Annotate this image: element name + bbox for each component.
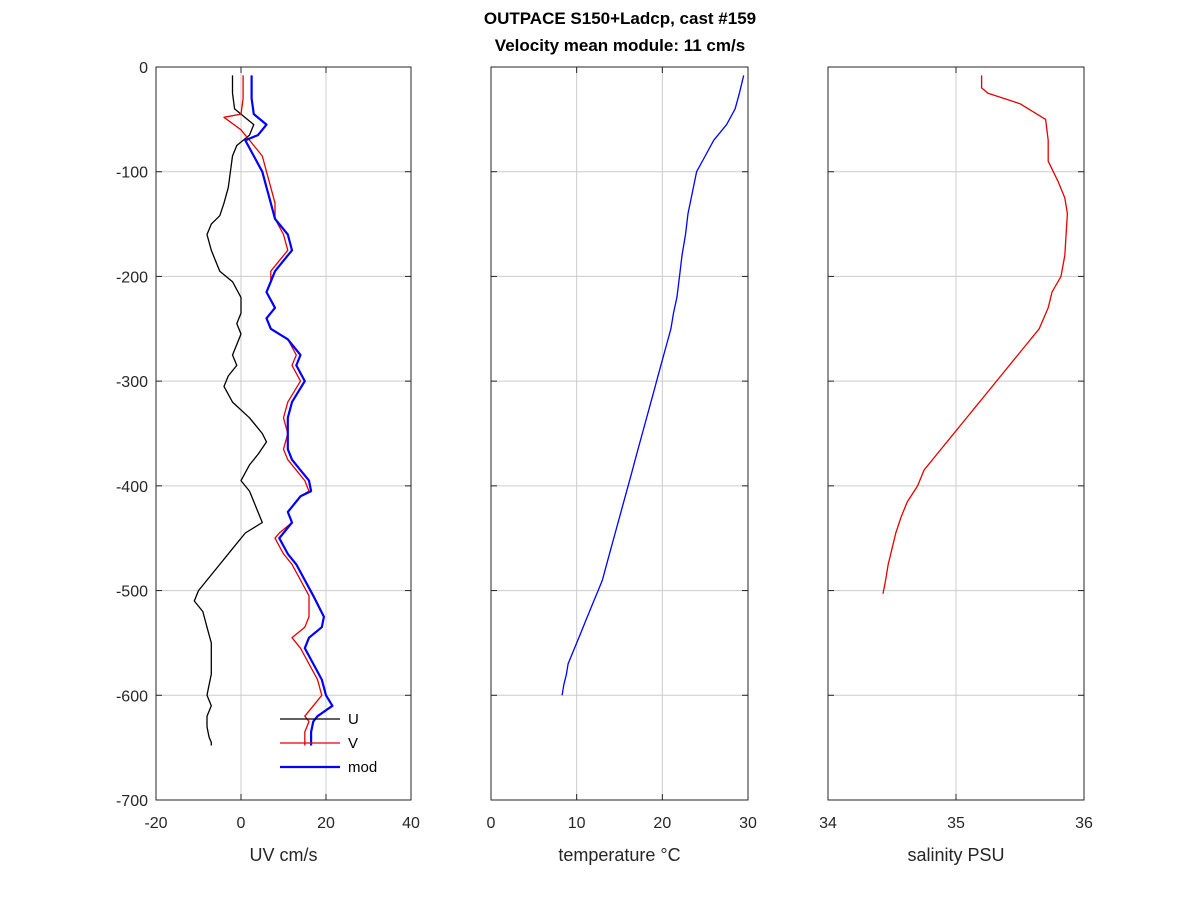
y-tick-label: 0 xyxy=(139,60,148,77)
y-tick-label: -300 xyxy=(116,374,148,391)
legend-label-mod: mod xyxy=(348,759,377,776)
x-tick-label: 20 xyxy=(317,815,335,832)
series-line-u xyxy=(193,75,268,746)
series-line-mod xyxy=(244,75,334,746)
x-axis-label: salinity PSU xyxy=(907,845,1004,865)
x-tick-label: 0 xyxy=(487,815,496,832)
axes-frame xyxy=(155,66,412,801)
y-tick-label: -200 xyxy=(116,269,148,286)
panel-3: 34 35 36 salinity PSU xyxy=(819,66,1093,865)
y-tick-label: -500 xyxy=(116,584,148,601)
axes-frame xyxy=(490,66,749,801)
panel-1: -20 0 20 40-700-600-500-400-300-200-1000UV … xyxy=(116,60,420,865)
x-tick-label: 40 xyxy=(402,815,420,832)
chart-title: OUTPACE S150+Ladcp, cast #159 xyxy=(484,9,756,28)
legend-label-v: V xyxy=(348,735,358,752)
panels: -20 0 20 40-700-600-500-400-300-200-1000UV … xyxy=(116,60,1093,865)
x-tick-label: 10 xyxy=(568,815,586,832)
x-axis-label: UV cm/s xyxy=(249,845,317,865)
x-tick-label: 0 xyxy=(237,815,246,832)
y-tick-label: -100 xyxy=(116,165,148,182)
y-tick-label: -400 xyxy=(116,479,148,496)
y-tick-label: -700 xyxy=(116,793,148,810)
legend-label-u: U xyxy=(348,711,359,728)
x-tick-label: 20 xyxy=(653,815,671,832)
series-line-panel3 xyxy=(882,75,1069,594)
series-line-panel2 xyxy=(561,75,745,696)
chart-subtitle: Velocity mean module: 11 cm/s xyxy=(495,36,745,55)
x-tick-label: 36 xyxy=(1075,815,1093,832)
x-tick-label: -20 xyxy=(144,815,167,832)
panel-2: 0 10 20 30 temperature °C xyxy=(487,66,757,865)
x-tick-label: 35 xyxy=(947,815,965,832)
y-tick-label: -600 xyxy=(116,688,148,705)
x-tick-label: 34 xyxy=(819,815,837,832)
x-tick-label: 30 xyxy=(739,815,757,832)
x-axis-label: temperature °C xyxy=(558,845,680,865)
